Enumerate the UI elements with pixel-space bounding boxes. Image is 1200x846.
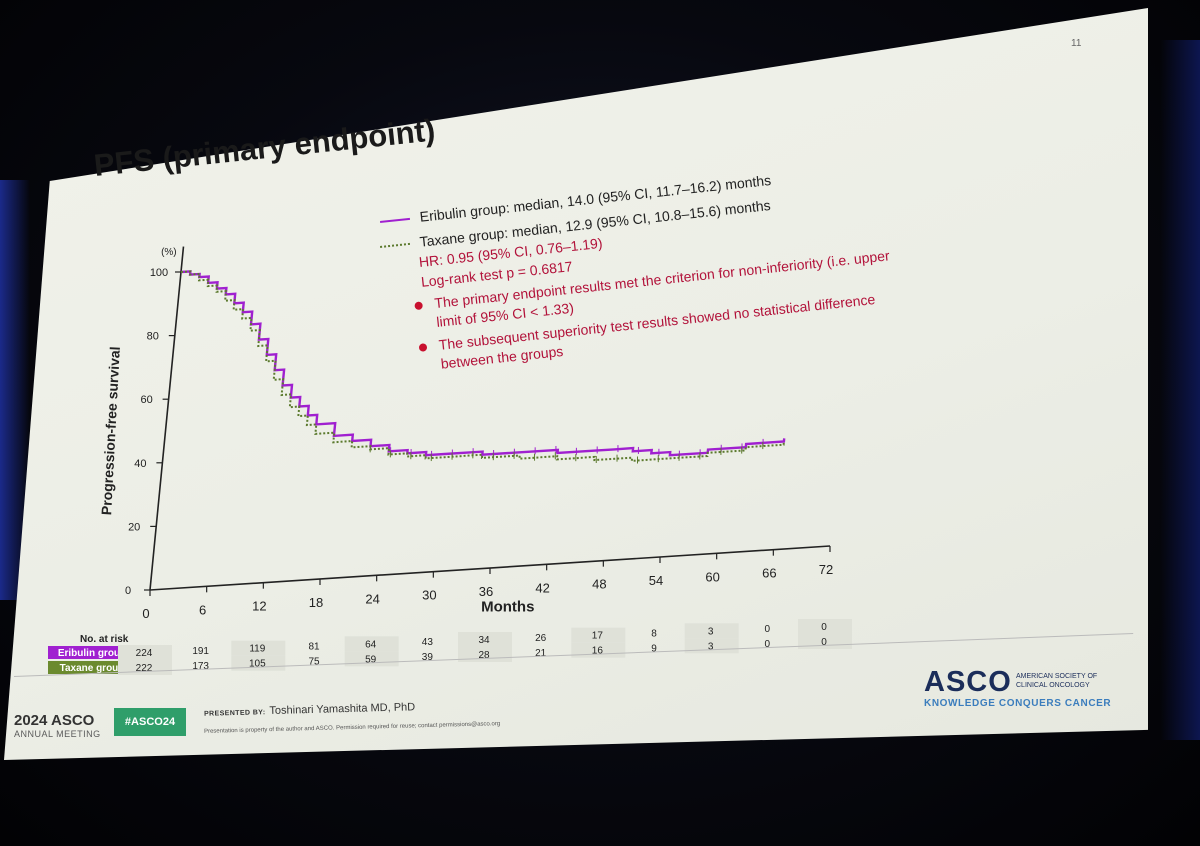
y-tick-label: 80 — [147, 331, 159, 343]
y-tick-label: 20 — [128, 521, 140, 533]
at-risk-cell-bg — [231, 640, 286, 656]
at-risk-value: 64 — [365, 639, 377, 650]
at-risk-value: 224 — [136, 648, 153, 659]
x-tick-label: 36 — [479, 584, 493, 599]
meeting-logo: 2024 ASCO ANNUAL MEETING — [14, 712, 101, 739]
at-risk-title: No. at risk — [80, 634, 129, 645]
x-axis-title: Months — [481, 599, 534, 616]
at-risk-cell-bg — [344, 636, 399, 652]
at-risk-value: 59 — [365, 654, 377, 665]
x-tick-label: 66 — [762, 566, 776, 581]
at-risk-row-label: Taxane group — [60, 663, 125, 674]
hashtag-badge: #ASCO24 — [114, 708, 186, 736]
asco-wordmark: ASCO — [924, 666, 1012, 698]
at-risk-value: 0 — [765, 624, 771, 635]
at-risk-value: 21 — [535, 648, 547, 659]
series-curve-eribulin — [180, 270, 786, 457]
at-risk-value: 0 — [821, 637, 827, 648]
at-risk-row-label-bg — [48, 661, 136, 674]
meeting-subtitle: ANNUAL MEETING — [14, 729, 101, 739]
x-tick-label: 42 — [535, 580, 549, 595]
at-risk-value: 173 — [192, 661, 209, 672]
x-tick-label: 24 — [365, 591, 379, 606]
presented-by-label: PRESENTED BY: — [203, 709, 266, 718]
y-axis-title: Progression-free survival — [98, 346, 123, 515]
y-tick-label: 100 — [150, 267, 168, 279]
at-risk-value: 16 — [592, 646, 604, 657]
x-tick-label: 60 — [705, 569, 719, 584]
y-tick-label: 0 — [125, 585, 131, 597]
x-tick-label: 12 — [252, 599, 266, 614]
room-glow-right — [1160, 40, 1200, 740]
at-risk-value: 191 — [192, 646, 209, 657]
y-tick-label: 40 — [134, 458, 146, 470]
at-risk-value: 17 — [592, 631, 604, 642]
at-risk-value: 81 — [308, 642, 320, 653]
at-risk-value: 3 — [708, 641, 714, 652]
x-tick-label: 72 — [819, 562, 833, 577]
at-risk-cell-bg — [684, 623, 739, 639]
meeting-year: 2024 ASCO — [14, 712, 95, 729]
at-risk-value: 75 — [308, 657, 320, 668]
asco-fullname: AMERICAN SOCIETY OF CLINICAL ONCOLOGY — [1016, 673, 1098, 689]
series-curve-taxane — [180, 270, 785, 462]
at-risk-cell-bg — [118, 645, 172, 660]
y-unit-label: (%) — [161, 247, 177, 258]
at-risk-cell-bg — [798, 619, 852, 634]
at-risk-value: 119 — [249, 644, 265, 655]
at-risk-value: 43 — [422, 637, 434, 648]
slide-number: 11 — [1071, 38, 1082, 49]
asco-tagline: KNOWLEDGE CONQUERS CANCER — [924, 698, 1112, 709]
at-risk-value: 26 — [535, 633, 547, 644]
asco-logo: ASCO AMERICAN SOCIETY OF CLINICAL ONCOLO… — [924, 666, 1111, 709]
at-risk-value: 39 — [422, 652, 434, 663]
x-tick-label: 54 — [649, 573, 663, 588]
at-risk-row-label: Eribulin group — [58, 648, 126, 659]
y-tick-label: 60 — [140, 394, 152, 406]
at-risk-value: 9 — [651, 644, 657, 655]
at-risk-value: 28 — [478, 650, 490, 661]
x-tick-label: 48 — [592, 577, 606, 592]
at-risk-value: 105 — [249, 659, 266, 670]
x-tick-label: 0 — [142, 606, 149, 621]
at-risk-value: 8 — [651, 629, 657, 640]
x-tick-label: 18 — [309, 595, 323, 610]
at-risk-row-label-bg — [48, 646, 136, 659]
at-risk-cell-bg — [571, 627, 626, 643]
at-risk-cell-bg — [458, 632, 512, 647]
at-risk-value: 3 — [708, 626, 714, 637]
y-axis-line — [149, 246, 185, 591]
at-risk-value: 0 — [821, 622, 827, 633]
x-tick-label: 6 — [199, 602, 206, 617]
x-tick-label: 30 — [422, 588, 436, 603]
at-risk-value: 222 — [136, 663, 153, 674]
at-risk-value: 34 — [478, 635, 490, 646]
at-risk-value: 0 — [765, 639, 771, 650]
